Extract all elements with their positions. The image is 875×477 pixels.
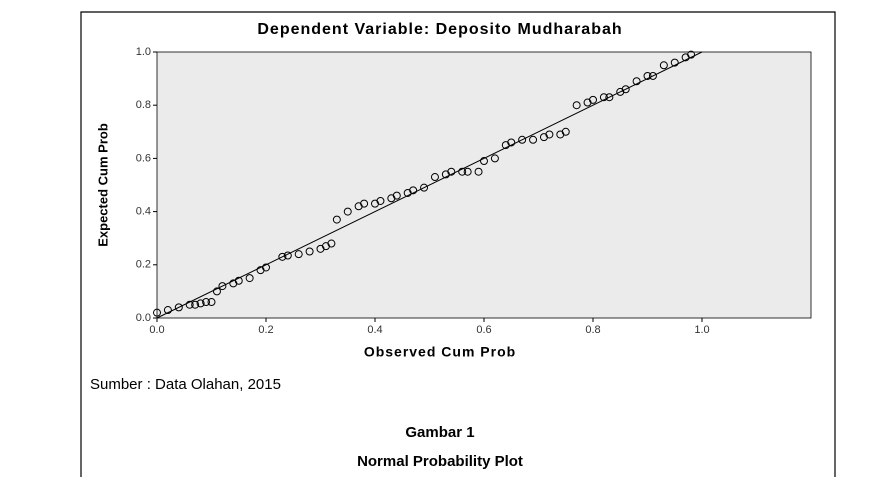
frame <box>80 11 836 477</box>
data-point <box>174 303 183 312</box>
y-tick-label: 0.0 <box>136 312 151 324</box>
data-point <box>458 167 467 176</box>
data-point <box>376 196 385 205</box>
data-point <box>480 157 488 166</box>
data-point <box>305 247 314 256</box>
data-point <box>420 183 429 192</box>
data-point <box>245 274 254 283</box>
data-point <box>218 282 227 291</box>
data-point <box>360 199 369 208</box>
data-point <box>343 207 352 216</box>
y-tick-label: 0.8 <box>136 99 151 111</box>
data-point <box>207 298 216 307</box>
data-point <box>163 306 172 315</box>
data-point <box>599 93 608 102</box>
figure-title: Normal Probability Plot <box>357 453 523 470</box>
data-point <box>234 276 243 285</box>
figure-label: Gambar 1 <box>405 424 474 441</box>
x-tick-label: 0.4 <box>367 324 382 336</box>
data-point <box>153 308 161 317</box>
data-point <box>327 239 336 248</box>
y-tick-label: 0.6 <box>136 152 151 164</box>
plot-area <box>156 51 812 319</box>
y-tick-label: 0.2 <box>136 259 151 271</box>
data-point <box>392 191 401 200</box>
data-point <box>430 173 439 182</box>
data-point <box>262 263 270 272</box>
y-tick-label: 0.4 <box>136 206 151 218</box>
y-tick-label: 1.0 <box>136 46 151 58</box>
chart-title: Dependent Variable: Deposito Mudharabah <box>257 21 622 38</box>
data-point <box>561 127 570 136</box>
data-point <box>632 77 641 86</box>
data-point <box>278 252 287 261</box>
data-point <box>605 93 614 102</box>
data-point <box>545 130 554 139</box>
source-note: Sumber : Data Olahan, 2015 <box>90 376 281 393</box>
data-point <box>659 61 668 70</box>
data-point <box>529 135 538 144</box>
data-point <box>490 154 499 163</box>
data-point <box>196 299 205 308</box>
data-point <box>572 101 581 110</box>
x-tick-label: 0.0 <box>149 324 164 336</box>
data-point <box>687 50 696 59</box>
data-point <box>212 287 221 296</box>
x-axis-label: Observed Cum Prob <box>364 344 516 360</box>
data-point <box>474 167 483 176</box>
x-tick-label: 0.2 <box>258 324 273 336</box>
data-point <box>447 167 456 176</box>
x-tick-label: 0.6 <box>476 324 491 336</box>
data-point <box>202 298 211 307</box>
data-point <box>332 215 341 224</box>
y-axis-label: Expected Cum Prob <box>95 123 110 247</box>
reference-line <box>156 51 703 319</box>
data-point <box>621 85 630 94</box>
data-point <box>191 300 200 309</box>
data-point <box>294 250 303 259</box>
data-point <box>463 167 472 176</box>
data-point <box>670 58 679 67</box>
x-tick-label: 1.0 <box>694 324 709 336</box>
data-point <box>283 251 292 260</box>
x-tick-label: 0.8 <box>585 324 600 336</box>
data-point <box>643 71 652 80</box>
data-point <box>507 138 516 147</box>
data-point <box>518 135 527 144</box>
data-point <box>648 71 657 80</box>
data-point <box>589 95 597 104</box>
data-point <box>409 186 418 195</box>
data-point <box>185 300 194 309</box>
